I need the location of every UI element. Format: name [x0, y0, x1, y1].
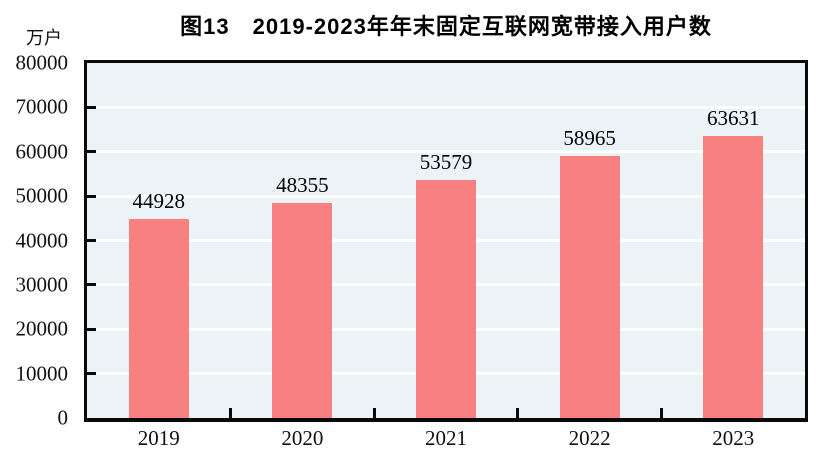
y-axis-tick-50000 — [87, 194, 96, 198]
x-axis-boundary-tick-3 — [516, 408, 520, 418]
y-axis-tick-10000 — [87, 372, 96, 376]
y-axis-tick-40000 — [87, 239, 96, 242]
y-tick-label-50000: 50000 — [15, 183, 69, 208]
y-tick-label-30000: 30000 — [15, 272, 69, 297]
bar-value-label-2020: 48355 — [276, 173, 329, 198]
y-tick-label-10000: 10000 — [15, 361, 69, 386]
plot-area: 44928 48355 53579 58965 63631 — [84, 60, 808, 422]
y-tick-label-40000: 40000 — [15, 228, 69, 252]
y-tick-label-60000: 60000 — [15, 139, 69, 164]
x-axis-tick-labels: 2019 2020 2021 2022 2023 — [87, 428, 805, 458]
gridline-70000 — [87, 105, 805, 109]
x-tick-label-2020: 2020 — [281, 426, 324, 450]
bar-2022 — [559, 156, 620, 418]
y-tick-label-80000: 80000 — [15, 50, 69, 75]
x-tick-label-2022: 2022 — [568, 426, 611, 450]
y-axis-tick-20000 — [87, 327, 96, 331]
x-axis-boundary-tick-1 — [229, 408, 233, 418]
bar-value-label-2019: 44928 — [132, 188, 186, 213]
x-tick-label-2019: 2019 — [137, 426, 180, 450]
x-axis-boundary-tick-4 — [659, 408, 663, 418]
y-tick-label-70000: 70000 — [15, 94, 69, 119]
bar-2020 — [272, 203, 333, 418]
x-tick-label-2021: 2021 — [425, 426, 467, 450]
y-axis-tick-labels: 0 10000 20000 30000 40000 50000 60000 70000 8000… — [0, 52, 69, 428]
bar-2023 — [703, 135, 764, 418]
y-tick-label-20000: 20000 — [15, 316, 69, 341]
bar-value-label-2021: 53579 — [419, 150, 473, 175]
x-tick-label-2023: 2023 — [712, 426, 755, 450]
bar-value-label-2023: 63631 — [706, 105, 760, 130]
bar-2021 — [416, 180, 476, 418]
bar-2019 — [128, 218, 189, 418]
y-axis-unit-label: 万户 — [26, 28, 62, 48]
gridline-60000 — [87, 150, 805, 154]
y-tick-label-0: 0 — [57, 405, 69, 430]
x-axis-boundary-tick-2 — [372, 408, 376, 418]
y-axis-tick-70000 — [87, 105, 96, 109]
y-axis-tick-60000 — [87, 150, 96, 154]
chart-title: 图13 2019-2023年年末固定互联网宽带接入用户数 — [180, 14, 712, 39]
bar-value-label-2022: 58965 — [563, 126, 616, 151]
y-axis-tick-30000 — [87, 283, 96, 287]
